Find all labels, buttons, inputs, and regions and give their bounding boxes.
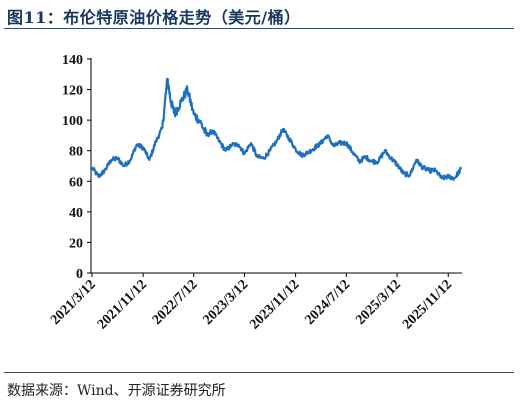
data-point — [289, 138, 290, 139]
data-point — [314, 147, 315, 148]
data-point — [365, 156, 366, 157]
data-point — [167, 78, 168, 79]
data-point — [219, 141, 220, 142]
x-tick-label: 2023/11/12 — [247, 277, 302, 332]
data-point — [244, 153, 245, 154]
y-tick-label: 20 — [69, 236, 83, 251]
data-point — [117, 158, 118, 159]
data-point — [232, 144, 233, 145]
x-tick-label: 2025/3/12 — [353, 277, 404, 328]
data-point — [174, 113, 175, 114]
data-point — [123, 165, 124, 166]
x-tick-label: 2022/7/12 — [150, 277, 201, 328]
data-point — [384, 150, 385, 151]
y-tick-label: 100 — [62, 114, 83, 129]
data-point — [448, 176, 449, 177]
x-tick-label: 2024/7/12 — [302, 277, 353, 328]
data-point — [428, 170, 429, 171]
data-point — [416, 159, 417, 160]
data-point — [238, 144, 239, 145]
data-point — [162, 127, 163, 128]
data-point — [98, 176, 99, 177]
figure-title: 图11：布伦特原油价格走势（美元/桶） — [7, 8, 301, 27]
data-point — [352, 152, 353, 153]
data-point — [276, 141, 277, 142]
data-point — [180, 101, 181, 102]
data-point — [327, 135, 328, 136]
data-point — [170, 101, 171, 102]
data-point — [378, 161, 379, 162]
data-point — [155, 141, 156, 142]
data-point — [200, 121, 201, 122]
data-point — [454, 178, 455, 179]
data-point — [371, 161, 372, 162]
data-point — [340, 143, 341, 144]
x-tick-label: 2021/11/12 — [95, 277, 150, 332]
y-tick-label: 120 — [62, 84, 83, 99]
y-tick-label: 0 — [76, 267, 83, 282]
data-point — [136, 144, 137, 145]
y-tick-label: 80 — [69, 145, 83, 160]
data-point — [91, 167, 92, 168]
data-point — [111, 159, 112, 160]
data-point — [269, 150, 270, 151]
data-point — [460, 169, 461, 170]
data-point — [193, 113, 194, 114]
data-point — [333, 146, 334, 147]
x-tick-label: 2023/3/12 — [201, 277, 252, 328]
data-point — [435, 170, 436, 171]
data-point — [409, 175, 410, 176]
x-tick-label: 2025/11/12 — [400, 277, 455, 332]
data-point — [391, 158, 392, 159]
data-point — [422, 167, 423, 168]
data-point — [359, 161, 360, 162]
data-point — [257, 156, 258, 157]
data-point — [301, 155, 302, 156]
title-rule — [4, 28, 514, 29]
y-tick-label: 40 — [69, 206, 83, 221]
data-point — [282, 129, 283, 130]
data-point — [308, 152, 309, 153]
data-point — [403, 173, 404, 174]
data-point — [346, 143, 347, 144]
data-point — [397, 164, 398, 165]
data-point — [104, 170, 105, 171]
price-series-line — [91, 77, 463, 181]
data-point — [441, 178, 442, 179]
data-point — [320, 143, 321, 144]
data-point — [143, 147, 144, 148]
y-tick-label: 60 — [69, 175, 83, 190]
x-tick-label: 2021/3/12 — [48, 277, 99, 328]
data-point — [149, 159, 150, 160]
y-tick-label: 140 — [62, 53, 83, 68]
source-note: 数据来源：Wind、开源证券研究所 — [7, 383, 226, 399]
data-point — [130, 159, 131, 160]
source-rule — [4, 372, 514, 373]
data-point — [187, 89, 188, 90]
data-point — [295, 149, 296, 150]
data-point — [263, 158, 264, 159]
data-point — [250, 143, 251, 144]
data-point — [206, 135, 207, 136]
data-point — [225, 150, 226, 151]
data-point — [212, 130, 213, 131]
